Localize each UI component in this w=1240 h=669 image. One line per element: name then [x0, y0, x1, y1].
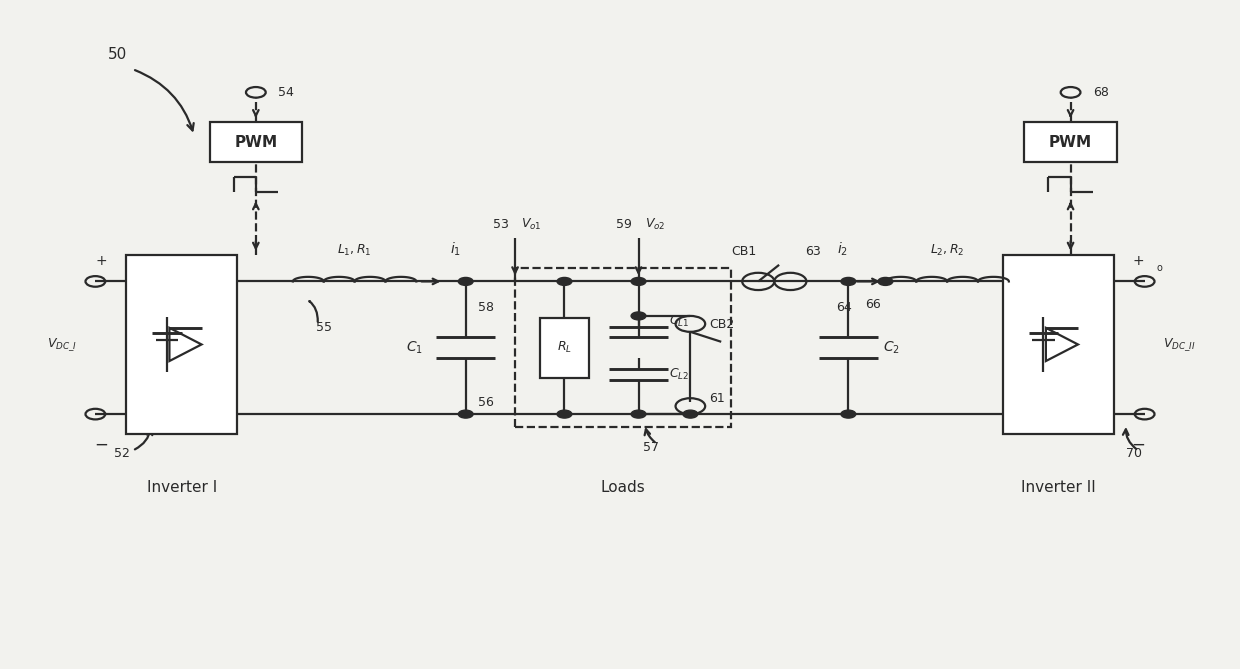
- Text: $L_1,R_1$: $L_1,R_1$: [337, 243, 372, 258]
- Text: $V_{o1}$: $V_{o1}$: [521, 217, 542, 231]
- Text: 52: 52: [114, 448, 130, 460]
- Circle shape: [683, 410, 698, 418]
- Text: 66: 66: [866, 298, 880, 311]
- Text: 53: 53: [494, 218, 508, 231]
- Text: Inverter I: Inverter I: [146, 480, 217, 496]
- FancyArrowPatch shape: [645, 429, 655, 442]
- Text: 70: 70: [1126, 448, 1142, 460]
- Bar: [515, 268, 732, 427]
- Text: Inverter II: Inverter II: [1021, 480, 1096, 496]
- Text: 50: 50: [108, 47, 126, 62]
- FancyArrowPatch shape: [135, 70, 193, 130]
- Circle shape: [841, 278, 856, 286]
- Text: CB2: CB2: [709, 318, 734, 331]
- Text: $V_{o2}$: $V_{o2}$: [645, 217, 665, 231]
- Text: 59: 59: [616, 218, 632, 231]
- Text: 56: 56: [479, 396, 494, 409]
- Text: $R_L$: $R_L$: [557, 341, 572, 355]
- Circle shape: [878, 278, 893, 286]
- Text: $V_{DC\_II}$: $V_{DC\_II}$: [1163, 336, 1195, 353]
- FancyArrowPatch shape: [1123, 429, 1136, 449]
- FancyArrowPatch shape: [310, 301, 317, 322]
- Circle shape: [631, 278, 646, 286]
- Text: $C_1$: $C_1$: [405, 340, 423, 356]
- Text: +: +: [95, 254, 108, 268]
- Text: 57: 57: [642, 441, 658, 454]
- Text: −: −: [1132, 436, 1146, 454]
- Circle shape: [557, 410, 572, 418]
- Text: $C_{L2}$: $C_{L2}$: [670, 367, 689, 382]
- Text: −: −: [94, 436, 108, 454]
- Text: $C_{L1}$: $C_{L1}$: [670, 314, 689, 328]
- Text: 63: 63: [805, 245, 821, 258]
- Circle shape: [557, 278, 572, 286]
- Text: 68: 68: [1092, 86, 1109, 99]
- Text: 54: 54: [278, 86, 294, 99]
- Text: 64: 64: [836, 301, 852, 314]
- Bar: [1024, 122, 1117, 162]
- Bar: [210, 122, 303, 162]
- Bar: [126, 255, 237, 434]
- Text: $i_1$: $i_1$: [450, 241, 461, 258]
- Circle shape: [459, 410, 474, 418]
- Circle shape: [631, 410, 646, 418]
- FancyArrowPatch shape: [135, 429, 153, 450]
- Text: $C_2$: $C_2$: [883, 340, 900, 356]
- Text: o: o: [1157, 264, 1163, 274]
- Text: PWM: PWM: [1049, 134, 1092, 150]
- Text: $L_2,R_2$: $L_2,R_2$: [930, 243, 965, 258]
- Text: $V_{DC\_I}$: $V_{DC\_I}$: [47, 336, 77, 353]
- Text: 61: 61: [709, 392, 724, 405]
- Text: $i_2$: $i_2$: [837, 241, 848, 258]
- Text: Loads: Loads: [600, 480, 646, 496]
- Circle shape: [459, 278, 474, 286]
- Text: PWM: PWM: [234, 134, 278, 150]
- Text: 55: 55: [316, 321, 332, 334]
- Bar: [539, 318, 589, 377]
- Bar: [1003, 255, 1114, 434]
- Text: CB1: CB1: [730, 245, 756, 258]
- Text: 58: 58: [479, 301, 494, 314]
- Text: +: +: [1132, 254, 1145, 268]
- Circle shape: [841, 410, 856, 418]
- Circle shape: [631, 312, 646, 320]
